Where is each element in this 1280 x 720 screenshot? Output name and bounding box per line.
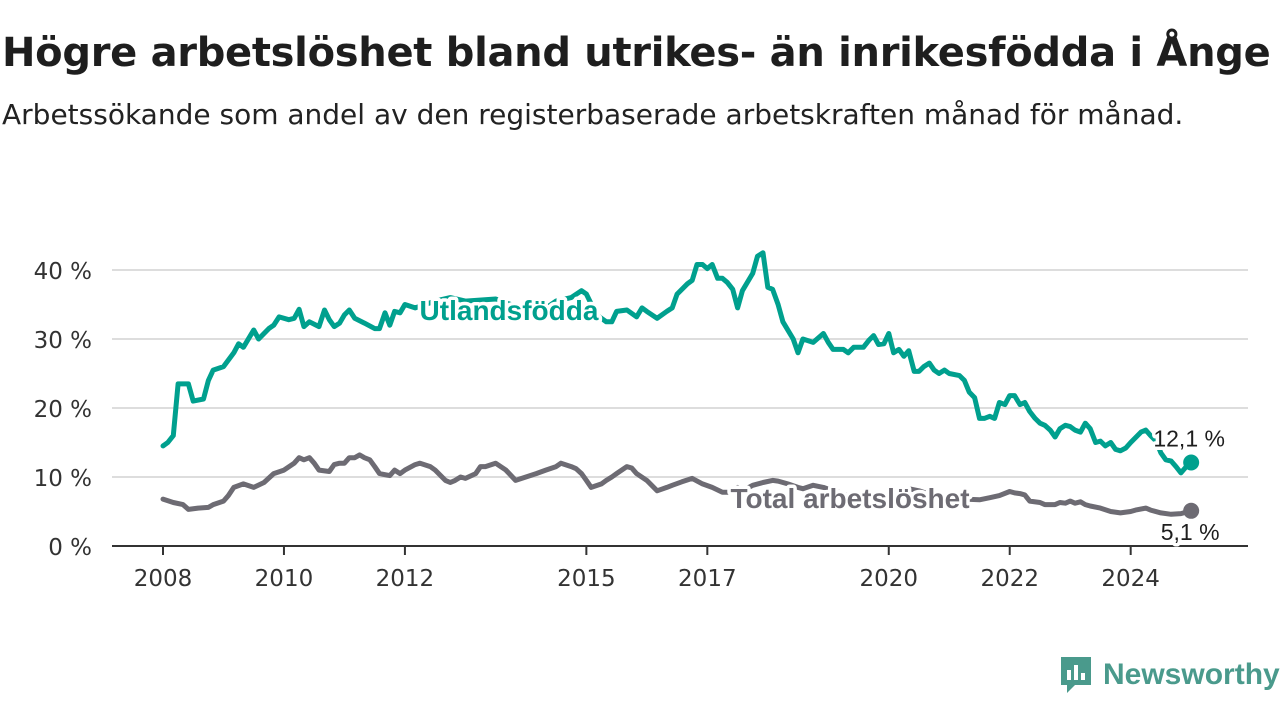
y-tick-label: 10 % xyxy=(34,466,92,492)
chart-title: Högre arbetslöshet bland utrikes- än inr… xyxy=(2,30,1271,76)
end-point-utlandsfodda xyxy=(1183,454,1200,471)
chart-subtitle: Arbetssökande som andel av den registerb… xyxy=(2,98,1184,131)
series-lines xyxy=(160,250,1200,519)
y-tick-label: 20 % xyxy=(34,397,92,423)
y-tick-label: 0 % xyxy=(48,535,92,561)
x-tick-label: 2010 xyxy=(255,566,314,592)
end-label-total: 5,1 % xyxy=(1161,519,1220,545)
x-tick-label: 2022 xyxy=(980,566,1039,592)
series-labels: Utlandsfödda Total arbetslöshet 12,1 % 5,1 … xyxy=(416,292,1228,549)
newsworthy-logo: Newsworthy xyxy=(1058,654,1280,696)
series-line-total xyxy=(160,452,1194,517)
x-tick-label: 2015 xyxy=(557,566,616,592)
end-point-total xyxy=(1183,502,1200,519)
y-tick-label: 30 % xyxy=(34,328,92,354)
x-tick-label: 2024 xyxy=(1101,566,1160,592)
series-label-total: Total arbetslöshet xyxy=(730,483,969,514)
x-tick-label: 2012 xyxy=(376,566,435,592)
x-tick-label: 2008 xyxy=(134,566,193,592)
gridlines xyxy=(112,269,1248,478)
x-tick-label: 2017 xyxy=(678,566,737,592)
x-tick-label: 2020 xyxy=(859,566,918,592)
x-axis: 2008 2010 2012 2015 2017 2020 2022 2024 xyxy=(112,545,1248,592)
y-tick-label: 40 % xyxy=(34,259,92,285)
end-label-utlandsfodda: 12,1 % xyxy=(1153,426,1225,452)
y-axis: 0 % 10 % 20 % 30 % 40 % xyxy=(34,259,92,561)
brand-name: Newsworthy xyxy=(1103,658,1280,691)
newsworthy-icon xyxy=(1061,657,1091,693)
series-label-utlandsfodda: Utlandsfödda xyxy=(420,295,599,326)
series-line-utlandsfodda xyxy=(160,250,1194,476)
